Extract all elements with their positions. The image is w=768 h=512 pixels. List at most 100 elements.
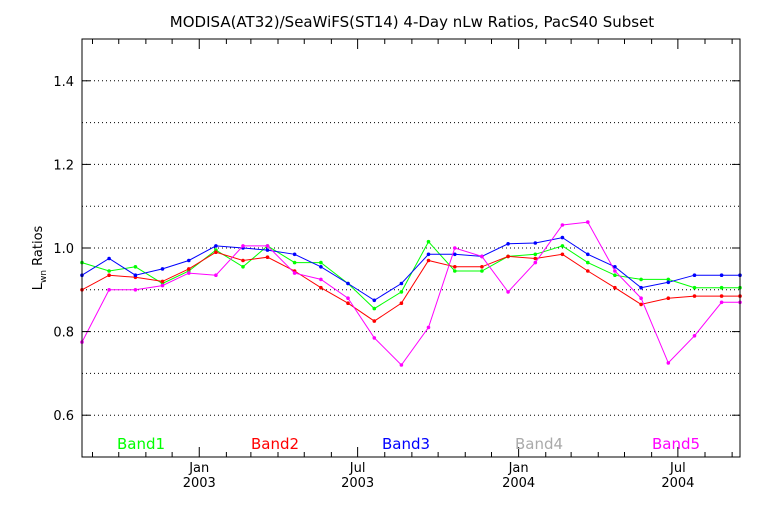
data-point xyxy=(719,300,724,305)
data-point xyxy=(692,334,697,338)
data-point xyxy=(453,252,457,257)
data-point xyxy=(586,269,590,273)
data-point xyxy=(214,250,218,254)
data-point xyxy=(346,296,350,301)
data-point xyxy=(346,281,350,286)
legend: Band1 Band2 Band3 Band4 Band5 xyxy=(117,435,700,453)
data-point xyxy=(319,260,323,265)
y-axis-label-main: L xyxy=(31,282,46,290)
data-point xyxy=(560,235,565,240)
data-point xyxy=(586,220,590,224)
series-line xyxy=(81,221,740,366)
legend-entry-band2: Band2 xyxy=(251,435,299,453)
x-tick-label-year: 2003 xyxy=(183,476,216,491)
data-point xyxy=(533,256,538,261)
data-point xyxy=(719,273,724,278)
data-point xyxy=(319,277,323,282)
y-axis-label-sub: wn xyxy=(39,270,49,283)
data-point xyxy=(560,223,565,227)
series-band3 xyxy=(80,235,742,303)
data-point xyxy=(506,242,510,246)
legend-entry-band1: Band1 xyxy=(117,435,165,453)
data-point xyxy=(426,239,431,244)
data-point xyxy=(372,336,377,340)
data-point xyxy=(319,265,323,269)
data-point xyxy=(241,265,245,269)
data-point xyxy=(666,280,671,285)
data-point xyxy=(241,244,245,248)
chart-title: MODISA(AT32)/SeaWiFS(ST14) 4-Day nLw Rat… xyxy=(170,13,655,31)
y-tick-label: 0.6 xyxy=(53,409,74,424)
data-point xyxy=(133,265,138,269)
data-point xyxy=(453,246,457,250)
data-point xyxy=(480,265,484,269)
series-layer xyxy=(80,220,742,367)
data-point xyxy=(372,319,377,323)
series-line xyxy=(81,237,740,301)
data-point xyxy=(241,258,245,263)
data-point xyxy=(453,269,457,273)
legend-entry-band4: Band4 xyxy=(515,435,563,453)
x-tick-label-month: Jan xyxy=(508,461,529,476)
x-tick-label-year: 2003 xyxy=(341,476,374,491)
data-point xyxy=(265,255,270,259)
data-point xyxy=(107,269,111,273)
data-point xyxy=(692,273,697,278)
data-point xyxy=(613,265,617,269)
y-axis-label: Lwn Ratios xyxy=(31,225,49,290)
y-tick-label: 0.8 xyxy=(53,326,74,341)
x-tick-label-month: Jul xyxy=(669,461,686,476)
data-point xyxy=(560,252,565,257)
data-point xyxy=(533,260,538,265)
data-point xyxy=(639,302,643,307)
series-band1 xyxy=(80,239,742,311)
data-point xyxy=(265,248,270,252)
data-point xyxy=(133,288,138,292)
data-point xyxy=(133,273,138,278)
data-point xyxy=(160,283,165,288)
data-point xyxy=(613,285,617,290)
series-band5 xyxy=(80,220,742,367)
data-point xyxy=(480,269,484,273)
data-point xyxy=(480,254,484,259)
x-tick-label-year: 2004 xyxy=(661,476,694,491)
data-point xyxy=(719,285,724,290)
data-point xyxy=(639,277,643,282)
data-point xyxy=(666,277,671,282)
data-point xyxy=(372,306,377,311)
data-point xyxy=(107,256,111,261)
data-point xyxy=(160,267,165,271)
data-point xyxy=(692,294,697,298)
x-tick-label-year: 2004 xyxy=(502,476,535,491)
data-point xyxy=(399,301,404,306)
data-point xyxy=(586,252,590,257)
y-axis-label-rest: Ratios xyxy=(31,225,46,270)
data-point xyxy=(719,294,724,298)
data-point xyxy=(533,252,538,257)
data-point xyxy=(613,269,617,273)
data-point xyxy=(639,296,643,301)
legend-entry-band3: Band3 xyxy=(382,435,430,453)
data-point xyxy=(292,260,297,265)
data-point xyxy=(399,281,404,286)
data-point xyxy=(560,244,565,248)
data-point xyxy=(666,361,671,365)
data-point xyxy=(692,285,697,290)
data-point xyxy=(586,260,590,265)
data-point xyxy=(399,363,404,367)
data-point xyxy=(639,285,643,290)
y-tick-label: 1.0 xyxy=(53,242,74,257)
data-point xyxy=(265,244,270,248)
data-point xyxy=(187,258,191,263)
y-tick-label: 1.4 xyxy=(53,75,74,90)
data-point xyxy=(187,267,191,271)
data-point xyxy=(160,279,165,284)
data-point xyxy=(107,288,111,292)
data-point xyxy=(292,271,297,275)
x-tick-label-month: Jul xyxy=(349,461,366,476)
data-point xyxy=(107,273,111,278)
gridlines xyxy=(82,80,740,416)
x-tick-label-month: Jan xyxy=(188,461,209,476)
data-point xyxy=(346,301,350,306)
